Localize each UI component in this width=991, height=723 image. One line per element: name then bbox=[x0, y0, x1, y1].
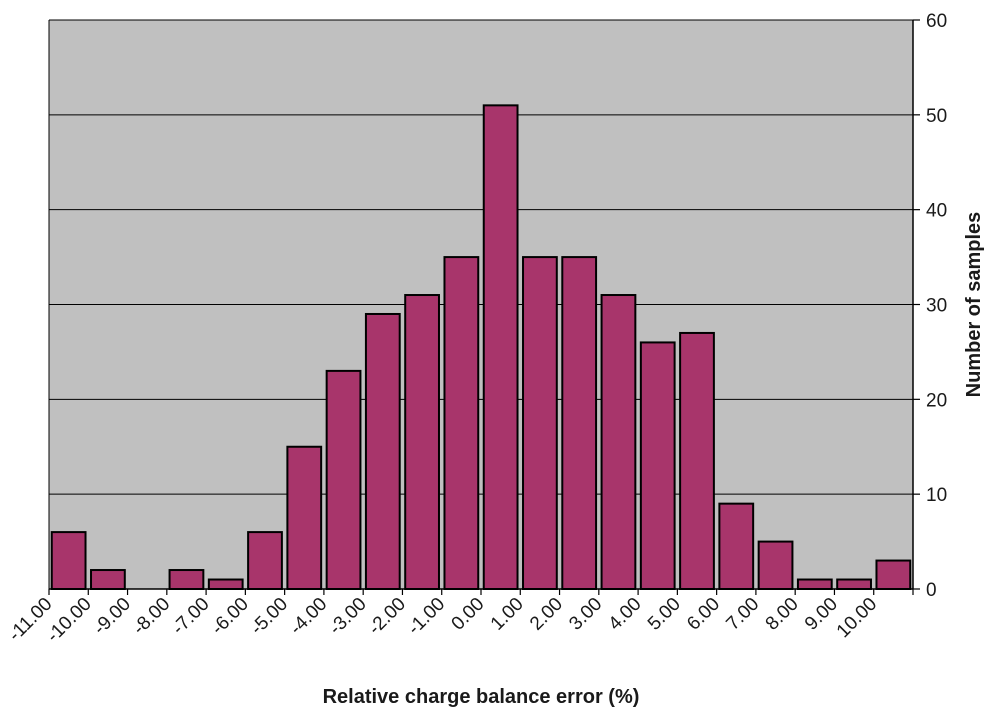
x-tick-label: 7.00 bbox=[722, 594, 763, 635]
bar bbox=[561, 256, 598, 590]
bar bbox=[90, 569, 126, 590]
bar bbox=[639, 341, 676, 590]
x-tick-label: -6.00 bbox=[207, 594, 252, 639]
x-axis-title: Relative charge balance error (%) bbox=[323, 686, 640, 708]
x-tick-label: 1.00 bbox=[487, 594, 528, 635]
bar bbox=[325, 369, 362, 590]
bar bbox=[600, 294, 637, 590]
x-tick-label: 3.00 bbox=[565, 594, 606, 635]
y-axis-title: Number of samples bbox=[963, 212, 985, 398]
x-tick-label: -10.00 bbox=[43, 594, 96, 647]
bar bbox=[168, 569, 205, 590]
y-tick-label: 0 bbox=[926, 580, 937, 601]
y-tick-label: 40 bbox=[926, 201, 947, 222]
x-tick-label: -9.00 bbox=[90, 594, 135, 639]
bar bbox=[364, 312, 401, 590]
x-tick-label: 2.00 bbox=[526, 594, 567, 635]
bar bbox=[247, 531, 283, 590]
bars bbox=[50, 104, 912, 590]
bar bbox=[207, 578, 244, 590]
bar bbox=[796, 578, 833, 590]
bar bbox=[718, 502, 755, 590]
x-tick-label: -8.00 bbox=[129, 594, 174, 639]
x-tick-label: 5.00 bbox=[644, 594, 685, 635]
bar bbox=[286, 445, 323, 590]
bar bbox=[443, 256, 480, 590]
bar bbox=[50, 531, 87, 590]
x-tick-label: -4.00 bbox=[286, 594, 331, 639]
bar bbox=[875, 559, 912, 590]
y-tick-label: 30 bbox=[926, 296, 947, 317]
x-tick-label: -1.00 bbox=[404, 594, 449, 639]
y-tick-label: 60 bbox=[926, 11, 947, 32]
x-tick-label: -7.00 bbox=[168, 594, 213, 639]
x-tick-label: 0.00 bbox=[448, 594, 489, 635]
x-tick-label: 6.00 bbox=[683, 594, 724, 635]
y-tick-labels: 0 10 20 30 40 50 60 bbox=[913, 11, 947, 601]
x-tick-labels: -11.00-10.00-9.00-8.00-7.00-6.00-5.00-4.… bbox=[5, 589, 914, 647]
bar bbox=[522, 256, 558, 590]
y-tick-label: 20 bbox=[926, 390, 947, 411]
x-tick-label: -2.00 bbox=[365, 594, 410, 639]
bar bbox=[757, 540, 794, 590]
y-tick-label: 10 bbox=[926, 485, 947, 506]
bar bbox=[836, 578, 872, 590]
bar bbox=[404, 294, 440, 590]
x-tick-label: 4.00 bbox=[605, 594, 646, 635]
bar bbox=[679, 331, 715, 590]
x-tick-label: -3.00 bbox=[325, 594, 370, 639]
x-tick-label: 10.00 bbox=[833, 594, 881, 642]
bar bbox=[482, 104, 519, 590]
x-tick-label: -5.00 bbox=[247, 594, 292, 639]
x-tick-label: 8.00 bbox=[762, 594, 803, 635]
y-tick-label: 50 bbox=[926, 106, 947, 127]
